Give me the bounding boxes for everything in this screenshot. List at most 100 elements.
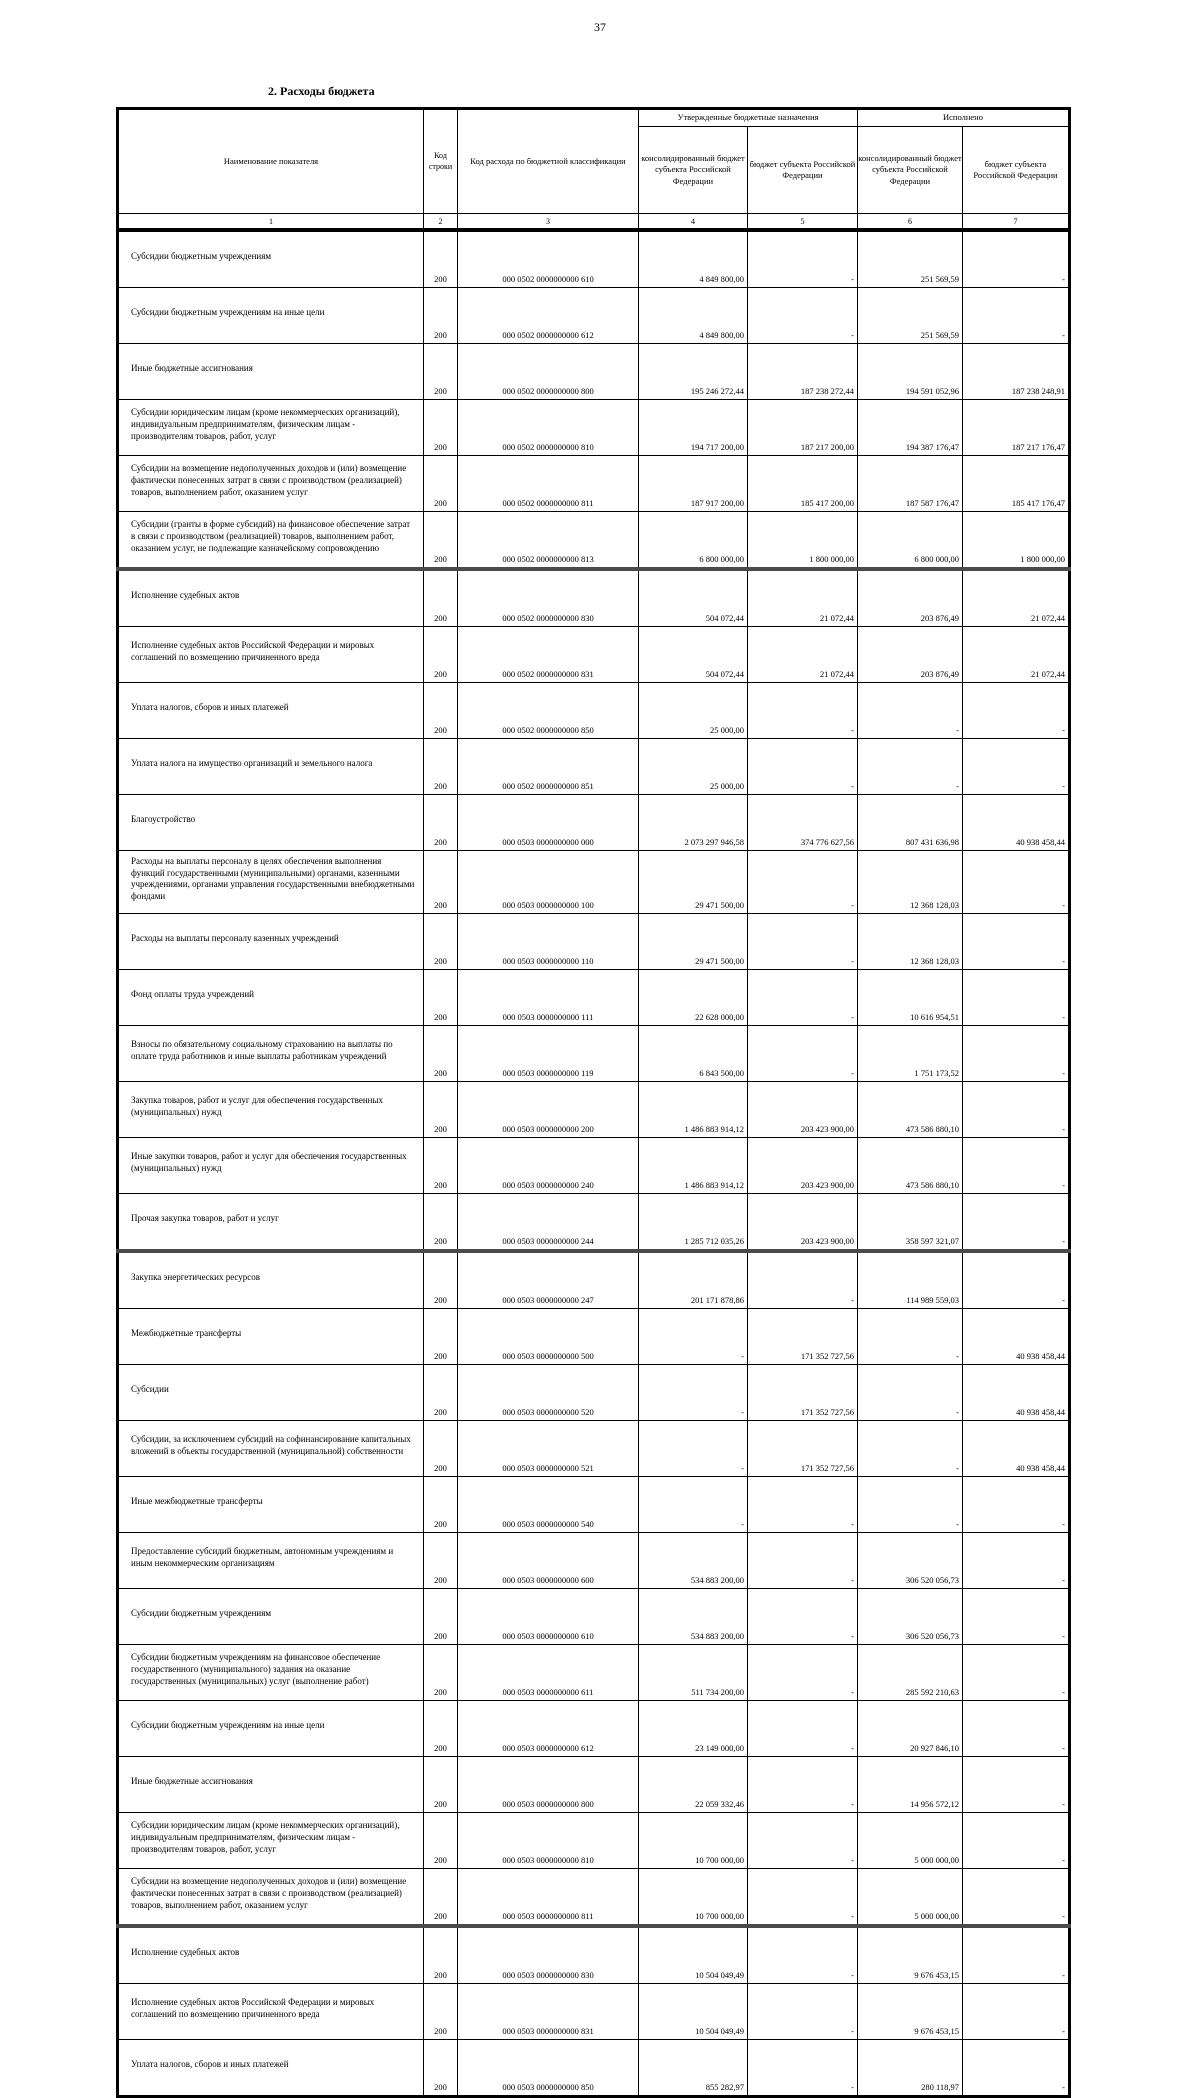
approved-consolidated-cell: 1 285 712 035,26 [638,1192,748,1253]
approved-consolidated-cell: 4 849 800,00 [638,287,748,344]
executed-consolidated-cell: 12 368 128,03 [857,912,963,970]
line-code-cell: 200 [423,1982,458,2040]
approved-subject-cell: 171 352 727,56 [747,1363,858,1421]
column-number-6: 6 [857,213,963,232]
indicator-name-cell: Иные закупки товаров, работ и услуг для … [117,1136,424,1194]
line-code-cell: 200 [423,399,458,456]
line-code-cell: 200 [423,1363,458,1421]
indicator-name-cell: Субсидии юридическим лицам (кроме некомм… [117,399,424,456]
executed-consolidated-cell: - [857,682,963,739]
header-executed-consolidated: консолидированный бюджет субъекта Россий… [857,126,963,214]
executed-consolidated-cell: 280 118,97 [857,2038,963,2097]
approved-consolidated-cell: 194 717 200,00 [638,399,748,456]
header-classification-code: Код расхода по бюджетной классификации [457,108,639,214]
indicator-name-cell: Уплата налога на имущество организаций и… [117,738,424,795]
executed-subject-cell: - [962,1587,1070,1645]
executed-subject-cell: - [962,1531,1070,1589]
approved-subject-cell: 187 217 200,00 [747,399,858,456]
executed-subject-cell: - [962,738,1070,795]
executed-subject-cell: 40 938 458,44 [962,1419,1070,1477]
indicator-name-cell: Межбюджетные трансферты [117,1307,424,1365]
line-code-cell: 200 [423,1475,458,1533]
executed-consolidated-cell: - [857,738,963,795]
executed-consolidated-cell: 473 586 880,10 [857,1080,963,1138]
approved-subject-cell: - [747,1867,858,1928]
approved-subject-cell: - [747,2038,858,2097]
executed-subject-cell: - [962,912,1070,970]
line-code-cell: 200 [423,511,458,571]
indicator-name-cell: Субсидии [117,1363,424,1421]
table-row: Расходы на выплаты персоналу в целях обе… [117,850,1070,914]
classification-code-cell: 000 0502 0000000000 813 [457,511,639,571]
executed-subject-cell: - [962,1643,1070,1701]
executed-consolidated-cell: 6 800 000,00 [857,511,963,571]
approved-consolidated-cell: 534 883 200,00 [638,1531,748,1589]
executed-subject-cell: - [962,1867,1070,1928]
indicator-name-cell: Субсидии бюджетным учреждениям на финанс… [117,1643,424,1701]
header-group-executed: Исполнено [857,108,1070,127]
classification-code-cell: 000 0503 0000000000 810 [457,1811,639,1869]
approved-subject-cell: - [747,1587,858,1645]
approved-consolidated-cell: - [638,1475,748,1533]
executed-consolidated-cell: 14 956 572,12 [857,1755,963,1813]
table-row: Уплата налогов, сборов и иных платежей 2… [117,682,1070,739]
approved-consolidated-cell: 534 883 200,00 [638,1587,748,1645]
executed-consolidated-cell: 194 591 052,96 [857,343,963,400]
table-row: Благоустройство 200 000 0503 0000000000 … [117,794,1070,851]
approved-consolidated-cell: 22 628 000,00 [638,968,748,1026]
approved-subject-cell: - [747,1755,858,1813]
line-code-cell: 200 [423,2038,458,2097]
budget-expenses-table: Наименование показателя Код строки Код р… [116,107,1071,2098]
indicator-name-cell: Исполнение судебных актов Российской Фед… [117,626,424,683]
executed-subject-cell: - [962,229,1070,288]
approved-subject-cell: 374 776 627,56 [747,794,858,851]
classification-code-cell: 000 0502 0000000000 810 [457,399,639,456]
executed-consolidated-cell: - [857,1475,963,1533]
line-code-cell: 200 [423,1925,458,1984]
table-row: Субсидии 200 000 0503 0000000000 520 - 1… [117,1363,1070,1421]
approved-subject-cell: 171 352 727,56 [747,1307,858,1365]
approved-consolidated-cell: 195 246 272,44 [638,343,748,400]
table-row: Субсидии бюджетным учреждениям на финанс… [117,1643,1070,1701]
approved-subject-cell: - [747,912,858,970]
classification-code-cell: 000 0503 0000000000 811 [457,1867,639,1928]
executed-consolidated-cell: 306 520 056,73 [857,1531,963,1589]
line-code-cell: 200 [423,343,458,400]
indicator-name-cell: Исполнение судебных актов [117,568,424,627]
executed-subject-cell: - [962,2038,1070,2097]
table-row: Уплата налога на имущество организаций и… [117,738,1070,795]
approved-subject-cell: - [747,1982,858,2040]
classification-code-cell: 000 0503 0000000000 600 [457,1531,639,1589]
indicator-name-cell: Исполнение судебных актов Российской Фед… [117,1982,424,2040]
executed-subject-cell: 1 800 000,00 [962,511,1070,571]
executed-consolidated-cell: 251 569,59 [857,287,963,344]
indicator-name-cell: Субсидии на возмещение недополученных до… [117,455,424,512]
table-row: Расходы на выплаты персоналу казенных уч… [117,912,1070,970]
line-code-cell: 200 [423,738,458,795]
line-code-cell: 200 [423,794,458,851]
classification-code-cell: 000 0503 0000000000 830 [457,1925,639,1984]
line-code-cell: 200 [423,1699,458,1757]
table-row: Субсидии бюджетным учреждениям 200 000 0… [117,229,1070,288]
executed-subject-cell: - [962,1755,1070,1813]
approved-consolidated-cell: 855 282,97 [638,2038,748,2097]
approved-subject-cell: - [747,1475,858,1533]
classification-code-cell: 000 0503 0000000000 111 [457,968,639,1026]
table-row: Межбюджетные трансферты 200 000 0503 000… [117,1307,1070,1365]
approved-consolidated-cell: - [638,1307,748,1365]
executed-subject-cell: 185 417 176,47 [962,455,1070,512]
executed-subject-cell: - [962,682,1070,739]
executed-consolidated-cell: 187 587 176,47 [857,455,963,512]
executed-consolidated-cell: - [857,1307,963,1365]
classification-code-cell: 000 0503 0000000000 521 [457,1419,639,1477]
classification-code-cell: 000 0503 0000000000 110 [457,912,639,970]
executed-consolidated-cell: 9 676 453,15 [857,1925,963,1984]
approved-subject-cell: 203 423 900,00 [747,1136,858,1194]
executed-consolidated-cell: 203 876,49 [857,568,963,627]
classification-code-cell: 000 0503 0000000000 244 [457,1192,639,1253]
executed-consolidated-cell: 203 876,49 [857,626,963,683]
indicator-name-cell: Расходы на выплаты персоналу казенных уч… [117,912,424,970]
classification-code-cell: 000 0503 0000000000 500 [457,1307,639,1365]
approved-consolidated-cell: - [638,1419,748,1477]
column-number-7: 7 [962,213,1070,232]
